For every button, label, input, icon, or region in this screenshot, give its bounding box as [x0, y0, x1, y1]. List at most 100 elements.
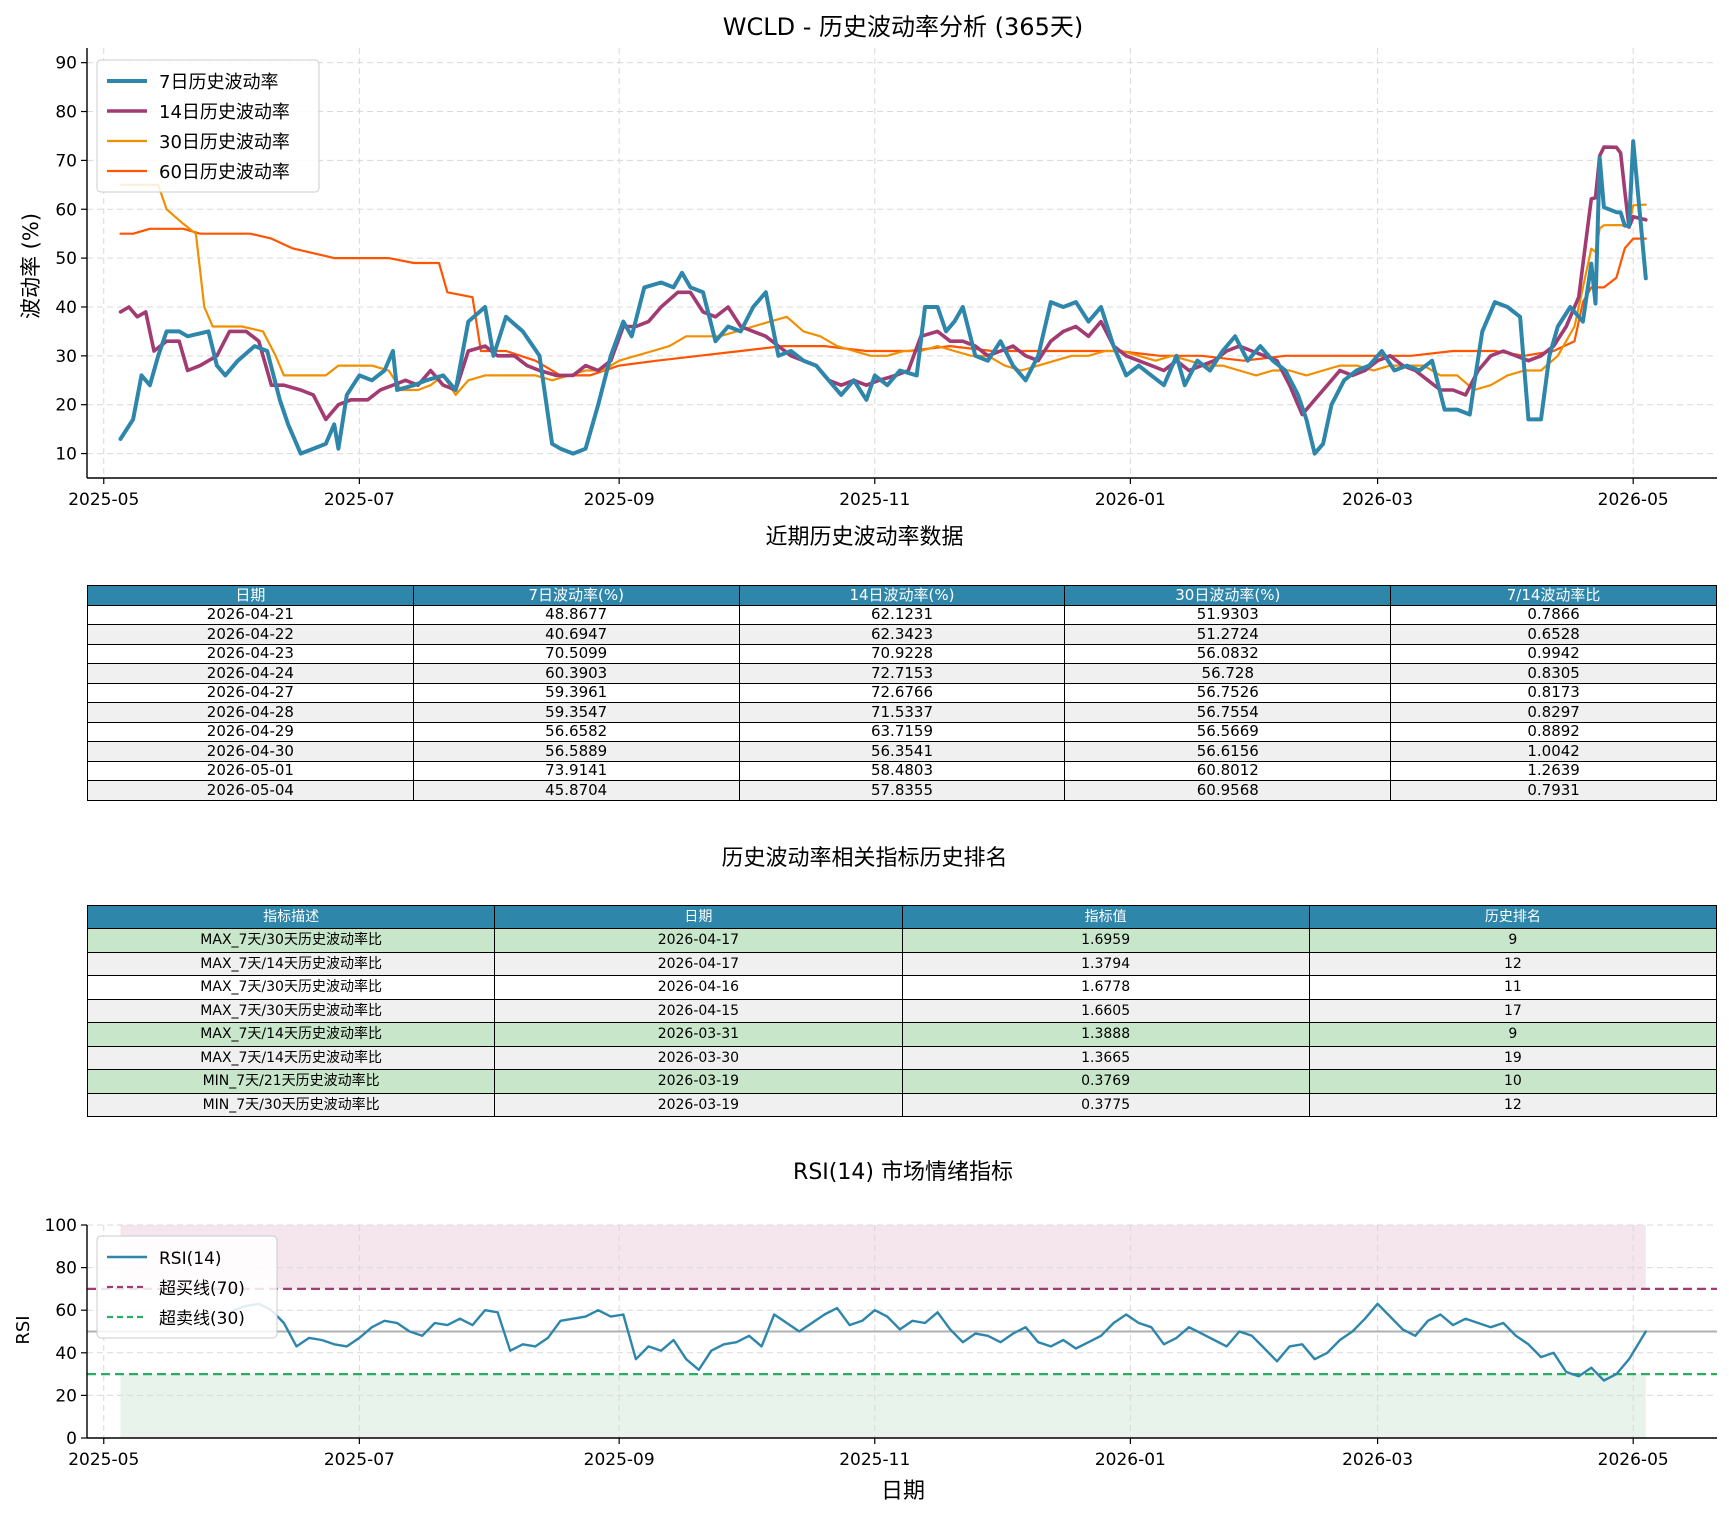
table-header-cell: 历史排名 [1308, 905, 1718, 929]
recent-section-title: 近期历史波动率数据 [765, 525, 964, 550]
table-header-cell: 7/14波动率比 [1390, 585, 1717, 606]
table-cell: 2026-05-01 [87, 760, 414, 781]
table-cell: 1.6778 [901, 975, 1310, 1000]
table-cell: 58.4803 [738, 760, 1066, 781]
table-cell: MAX_7天/14天历史波动率比 [86, 951, 496, 976]
table-cell: 70.9228 [738, 643, 1066, 664]
rsi-axes: 2025-05 2025-07 2025-09 2025-11 2026-01 2026-… [45, 1216, 1717, 1470]
table-cell: 56.5669 [1064, 721, 1392, 742]
table-cell: 62.3423 [738, 624, 1066, 645]
table-cell: 1.2639 [1390, 760, 1717, 781]
table-cell: 12 [1308, 951, 1718, 976]
volatility-y-tick-label: 50 [55, 249, 77, 269]
table-body: 2026-04-21 48.8677 62.1231 51.9303 0.7866 202… [87, 604, 1717, 801]
table-cell: MAX_7天/14天历史波动率比 [86, 1045, 496, 1070]
table-cell: 2026-04-28 [87, 702, 414, 723]
rsi-x-tick-label: 2025-07 [324, 1450, 395, 1470]
table-cell: MAX_7天/30天历史波动率比 [86, 928, 496, 953]
table-header-row: 日期 7日波动率(%) 14日波动率(%) 30日波动率(%) 7/14波动率比 [87, 585, 1717, 606]
table-cell: 51.9303 [1064, 604, 1392, 625]
rsi-x-tick-label: 2025-05 [68, 1450, 139, 1470]
volatility-y-tick-label: 80 [55, 103, 77, 123]
table-cell: MAX_7天/30天历史波动率比 [86, 975, 496, 1000]
table-cell: 1.3888 [901, 1022, 1310, 1047]
volatility-y-tick-label: 10 [55, 445, 77, 465]
legend-frame [96, 1235, 278, 1339]
table-cell: 1.6605 [901, 998, 1310, 1023]
table-cell: 56.7526 [1064, 682, 1392, 703]
table-body: MAX_7天/30天历史波动率比 2026-04-17 1.6959 9 MAX_7天/… [86, 928, 1718, 1117]
volatility-x-tick-label: 2026-03 [1342, 490, 1413, 510]
table-cell: 72.6766 [738, 682, 1066, 703]
table-cell: MIN_7天/30天历史波动率比 [86, 1092, 496, 1117]
rsi-x-axis-label: 日期 [881, 1479, 925, 1504]
table-cell: 60.9568 [1064, 780, 1392, 801]
volatility-x-tick-label: 2025-05 [68, 490, 139, 510]
table-cell: 70.5099 [412, 643, 740, 664]
table-row: MAX_7天/14天历史波动率比 2026-03-30 1.3665 19 [86, 1045, 1718, 1070]
table-cell: 0.8173 [1390, 682, 1717, 703]
table-cell: 59.3547 [412, 702, 740, 723]
table-cell: 2026-04-15 [494, 998, 903, 1023]
table-cell: 2026-04-29 [87, 721, 414, 742]
table-cell: 63.7159 [738, 721, 1066, 742]
volatility-grid [87, 48, 1717, 478]
legend-label: 超卖线(30) [159, 1309, 245, 1329]
rsi-y-tick-label: 60 [55, 1301, 77, 1321]
series-14d-volatility-line [118, 145, 1648, 422]
table-row: 2026-05-01 73.9141 58.4803 60.8012 1.2639 [87, 760, 1717, 781]
rsi-y-tick-label: 40 [55, 1344, 77, 1364]
table-row: MAX_7天/30天历史波动率比 2026-04-15 1.6605 17 [86, 998, 1718, 1023]
table-row: 2026-04-23 70.5099 70.9228 56.0832 0.9942 [87, 643, 1717, 664]
table-row: 2026-04-22 40.6947 62.3423 51.2724 0.6528 [87, 624, 1717, 645]
table-header-cell: 日期 [87, 585, 414, 606]
volatility-y-tick-label: 20 [55, 396, 77, 416]
table-cell: 2026-04-27 [87, 682, 414, 703]
table-cell: 48.8677 [412, 604, 740, 625]
volatility-legend: 7日历史波动率 14日历史波动率 30日历史波动率 60日历史波动率 [96, 59, 320, 193]
legend-label: 14日历史波动率 [159, 102, 290, 123]
volatility-x-tick-label: 2026-05 [1598, 490, 1669, 510]
table-cell: 0.8892 [1390, 721, 1717, 742]
table-cell: 45.8704 [412, 780, 740, 801]
table-cell: 2026-03-19 [494, 1069, 903, 1094]
table-cell: 0.7931 [1390, 780, 1717, 801]
series-7d-volatility-line [118, 139, 1648, 456]
table-row: 2026-04-24 60.3903 72.7153 56.728 0.8305 [87, 663, 1717, 684]
series-60d-volatility-line [119, 227, 1647, 377]
table-header-cell: 7日波动率(%) [412, 585, 740, 606]
table-cell: 0.7866 [1390, 604, 1717, 625]
table-cell: 1.6959 [901, 928, 1310, 953]
table-cell: 11 [1308, 975, 1718, 1000]
volatility-y-tick-label: 40 [55, 298, 77, 318]
legend-label: 60日历史波动率 [159, 162, 290, 183]
table-cell: 57.8355 [738, 780, 1066, 801]
rsi-y-axis-label: RSI [13, 1315, 34, 1344]
volatility-y-axis-label: 波动率 (%) [19, 213, 43, 319]
table-cell: 2026-03-30 [494, 1045, 903, 1070]
rank-section-title: 历史波动率相关指标历史排名 [721, 846, 1008, 871]
rsi-x-tick-label: 2025-09 [584, 1450, 655, 1470]
legend-label: 30日历史波动率 [159, 132, 290, 153]
table-cell: 56.3541 [738, 741, 1066, 762]
table-cell: 60.3903 [412, 663, 740, 684]
overbought-zone [120, 1225, 1646, 1289]
series-30d-volatility-line [119, 183, 1647, 396]
table-row: MAX_7天/30天历史波动率比 2026-04-16 1.6778 11 [86, 975, 1718, 1000]
table-cell: 9 [1308, 1022, 1718, 1047]
recent-volatility-table: 日期 7日波动率(%) 14日波动率(%) 30日波动率(%) 7/14波动率比 202… [87, 585, 1717, 801]
table-row: MIN_7天/30天历史波动率比 2026-03-19 0.3775 12 [86, 1092, 1718, 1117]
rsi-y-tick-label: 100 [45, 1216, 77, 1236]
table-cell: 1.0042 [1390, 741, 1717, 762]
volatility-y-tick-label: 90 [55, 54, 77, 74]
table-cell: 2026-04-17 [494, 951, 903, 976]
table-cell: 0.3769 [901, 1069, 1310, 1094]
legend-label: 7日历史波动率 [159, 72, 278, 93]
table-header-cell: 14日波动率(%) [738, 585, 1066, 606]
volatility-y-tick-label: 70 [55, 151, 77, 171]
table-cell: 2026-05-04 [87, 780, 414, 801]
table-cell: 0.8297 [1390, 702, 1717, 723]
table-header-cell: 日期 [494, 905, 903, 929]
table-cell: 2026-03-31 [494, 1022, 903, 1047]
table-cell: 9 [1308, 928, 1718, 953]
